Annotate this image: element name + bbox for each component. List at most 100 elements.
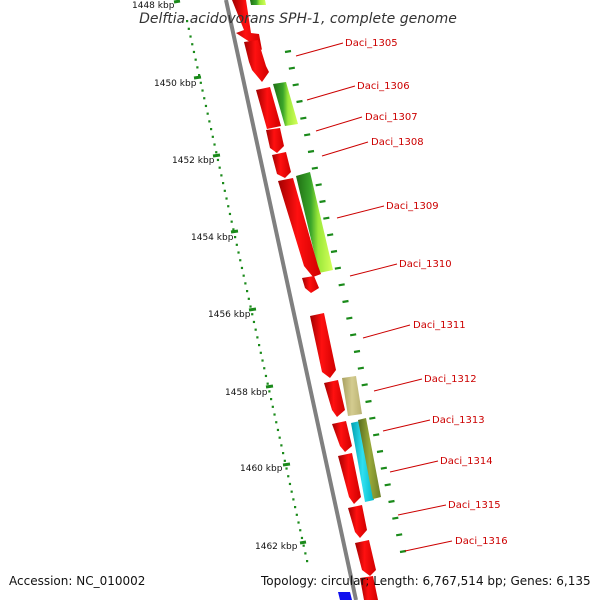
ruler-dot: [187, 27, 190, 30]
gene-leader-line: [362, 324, 411, 339]
gene-leader-line: [373, 378, 423, 392]
gene-label[interactable]: Daci_1316: [455, 536, 508, 547]
outer-tick: [319, 199, 326, 204]
gene-leader-line: [336, 205, 385, 219]
outer-tick: [342, 299, 349, 304]
ruler-dot: [242, 274, 245, 277]
outer-tick: [292, 83, 299, 87]
ruler-dot: [287, 475, 290, 478]
gene-label[interactable]: Daci_1315: [448, 500, 501, 511]
ruler-dot: [220, 174, 223, 177]
ruler-dot: [210, 128, 213, 131]
cds-arrow: [338, 592, 352, 600]
cds-arrow: [332, 421, 352, 452]
gene-label[interactable]: Daci_1311: [413, 320, 466, 331]
ruler-label: 1456 kbp: [208, 310, 251, 320]
cds-arrow: [266, 128, 284, 153]
outer-tick: [388, 499, 395, 504]
ruler-dot: [306, 560, 309, 563]
ruler-dot: [196, 66, 199, 69]
feature-block: [296, 172, 333, 273]
outer-tick: [338, 283, 345, 287]
gene-label[interactable]: Daci_1306: [357, 81, 410, 92]
ruler-dot: [268, 390, 271, 393]
ruler-dot: [263, 367, 266, 370]
ruler-dot: [235, 243, 238, 246]
outer-tick: [334, 266, 342, 270]
cds-track: [232, 0, 378, 600]
outer-tick: [307, 149, 315, 154]
gene-label[interactable]: Daci_1312: [424, 374, 477, 385]
cds-arrow: [348, 505, 367, 538]
outer-tick-track: [284, 49, 407, 554]
ruler-label: 1448 kbp: [132, 1, 175, 11]
ruler-label: 1452 kbp: [172, 156, 215, 166]
gene-leader-line: [315, 116, 363, 132]
accession-text: Accession: NC_010002: [9, 574, 146, 588]
ruler-dot: [288, 482, 292, 486]
cds-arrow: [355, 540, 376, 576]
gene-leader-line: [349, 263, 398, 277]
genome-summary-text: Topology: circular; Length: 6,767,514 bp…: [261, 574, 591, 588]
ruler-dot: [218, 166, 221, 169]
ruler-dot: [302, 544, 305, 547]
gene-label[interactable]: Daci_1305: [345, 38, 398, 49]
gene-label[interactable]: Daci_1313: [432, 415, 485, 426]
ruler-dot: [222, 182, 225, 185]
outer-tick: [315, 183, 322, 187]
ruler-dot: [247, 297, 250, 300]
outer-tick: [395, 533, 403, 537]
ruler-dot: [191, 43, 194, 46]
gene-label[interactable]: Daci_1310: [399, 259, 452, 270]
ruler-dot: [223, 189, 226, 192]
cds-arrow: [338, 453, 361, 504]
ruler-dot: [252, 320, 256, 324]
ruler-label: 1460 kbp: [240, 464, 283, 474]
ruler-dot: [271, 405, 274, 408]
outer-tick: [361, 383, 368, 387]
ruler-dot: [297, 521, 300, 524]
kbp-ruler-ticks: [186, 20, 309, 563]
ruler-dot: [186, 20, 189, 23]
outer-tick: [392, 516, 399, 520]
ruler-dot: [232, 228, 235, 231]
ruler-dot: [246, 290, 249, 293]
ruler-dot: [275, 421, 278, 424]
ruler-dot: [280, 444, 283, 447]
outer-tick: [346, 316, 353, 320]
outer-tick: [303, 133, 311, 137]
feature-block: [250, 0, 266, 5]
ruler-dot: [239, 259, 242, 262]
outer-tick: [330, 249, 338, 254]
ruler-dot: [282, 452, 285, 455]
cds-arrow: [360, 576, 378, 600]
feature-block: [273, 82, 298, 126]
ruler-dot: [213, 143, 216, 146]
cds-arrow: [324, 380, 345, 417]
ruler-label: 1462 kbp: [255, 542, 298, 552]
ruler-dot: [244, 282, 247, 285]
ruler-dot: [259, 351, 262, 354]
outer-tick: [376, 449, 384, 454]
ruler-dot: [278, 436, 281, 439]
ruler-dot: [300, 536, 304, 540]
ruler-dot: [256, 336, 259, 339]
ruler-dot: [261, 359, 264, 362]
ruler-dot: [204, 104, 208, 108]
outer-tick: [323, 216, 330, 220]
gene-label[interactable]: Daci_1314: [440, 456, 493, 467]
gene-label[interactable]: Daci_1307: [365, 112, 418, 123]
ruler-dot: [254, 328, 257, 331]
outer-tick: [311, 166, 319, 170]
gene-labels: Daci_1305 Daci_1306 Daci_1307 Daci_1308 Daci…: [295, 38, 508, 552]
feature-block: [342, 376, 362, 416]
ruler-dot: [201, 89, 204, 92]
gene-label[interactable]: Daci_1309: [386, 201, 439, 212]
gene-leader-line: [397, 504, 447, 516]
ruler-dot: [258, 344, 261, 347]
outer-tick: [365, 399, 372, 404]
ruler-dot: [208, 120, 211, 123]
gene-label[interactable]: Daci_1308: [371, 137, 424, 148]
